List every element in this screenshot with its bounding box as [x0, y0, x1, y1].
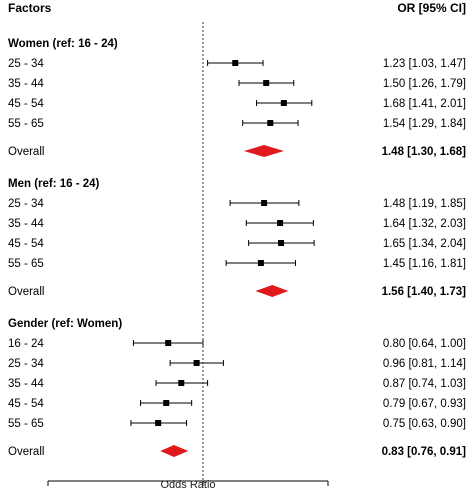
- point-estimate: [261, 200, 268, 206]
- point-estimate: [178, 380, 185, 386]
- point-estimate: [155, 420, 162, 426]
- summary-diamond: [160, 445, 189, 457]
- summary-diamond: [255, 285, 289, 297]
- row-label: 25 - 34: [8, 58, 44, 70]
- overall-label: Overall: [8, 286, 44, 298]
- overall-or-ci: 1.48 [1.30, 1.68]: [382, 146, 467, 158]
- point-estimate: [267, 120, 274, 126]
- row-or-ci: 1.50 [1.26, 1.79]: [383, 78, 466, 90]
- group-title: Gender (ref: Women): [8, 318, 122, 330]
- row-or-ci: 0.87 [0.74, 1.03]: [383, 378, 466, 390]
- point-estimate: [193, 360, 200, 366]
- row-label: 16 - 24: [8, 338, 44, 350]
- point-estimate: [280, 100, 287, 106]
- row-or-ci: 0.96 [0.81, 1.14]: [383, 358, 466, 370]
- point-estimate: [278, 240, 285, 246]
- row-or-ci: 0.75 [0.63, 0.90]: [383, 418, 466, 430]
- group-title: Women (ref: 16 - 24): [8, 38, 118, 50]
- row-or-ci: 1.68 [1.41, 2.01]: [383, 98, 466, 110]
- group-title: Men (ref: 16 - 24): [8, 178, 100, 190]
- row-or-ci: 1.54 [1.29, 1.84]: [383, 118, 466, 130]
- row-label: 45 - 54: [8, 398, 44, 410]
- row-label: 35 - 44: [8, 218, 44, 230]
- row-or-ci: 0.80 [0.64, 1.00]: [383, 338, 466, 350]
- row-or-ci: 1.65 [1.34, 2.04]: [383, 238, 466, 250]
- row-or-ci: 1.23 [1.03, 1.47]: [383, 58, 466, 70]
- row-label: 35 - 44: [8, 78, 44, 90]
- point-estimate: [163, 400, 170, 406]
- row-label: 45 - 54: [8, 98, 44, 110]
- summary-diamond: [243, 145, 284, 157]
- point-estimate: [257, 260, 264, 266]
- row-label: 55 - 65: [8, 418, 44, 430]
- row-label: 35 - 44: [8, 378, 44, 390]
- point-estimate: [165, 340, 172, 346]
- row-or-ci: 1.48 [1.19, 1.85]: [383, 198, 466, 210]
- x-axis-label: Odds Ratio: [160, 479, 215, 491]
- point-estimate: [277, 220, 284, 226]
- factors-header: Factors: [8, 1, 52, 15]
- row-label: 45 - 54: [8, 238, 44, 250]
- row-label: 55 - 65: [8, 118, 44, 130]
- row-or-ci: 1.45 [1.16, 1.81]: [383, 258, 466, 270]
- overall-label: Overall: [8, 146, 44, 158]
- overall-or-ci: 1.56 [1.40, 1.73]: [382, 286, 467, 298]
- row-label: 25 - 34: [8, 198, 44, 210]
- or-ci-header: OR [95% CI]: [397, 1, 466, 15]
- overall-label: Overall: [8, 446, 44, 458]
- point-estimate: [232, 60, 239, 66]
- row-or-ci: 1.64 [1.32, 2.03]: [383, 218, 466, 230]
- overall-or-ci: 0.83 [0.76, 0.91]: [382, 446, 467, 458]
- plot-rows: Women (ref: 16 - 24) 25 - 34 1.23 [1.03, 1…: [8, 38, 466, 458]
- row-label: 55 - 65: [8, 258, 44, 270]
- point-estimate: [263, 80, 270, 86]
- row-or-ci: 0.79 [0.67, 0.93]: [383, 398, 466, 410]
- row-label: 25 - 34: [8, 358, 44, 370]
